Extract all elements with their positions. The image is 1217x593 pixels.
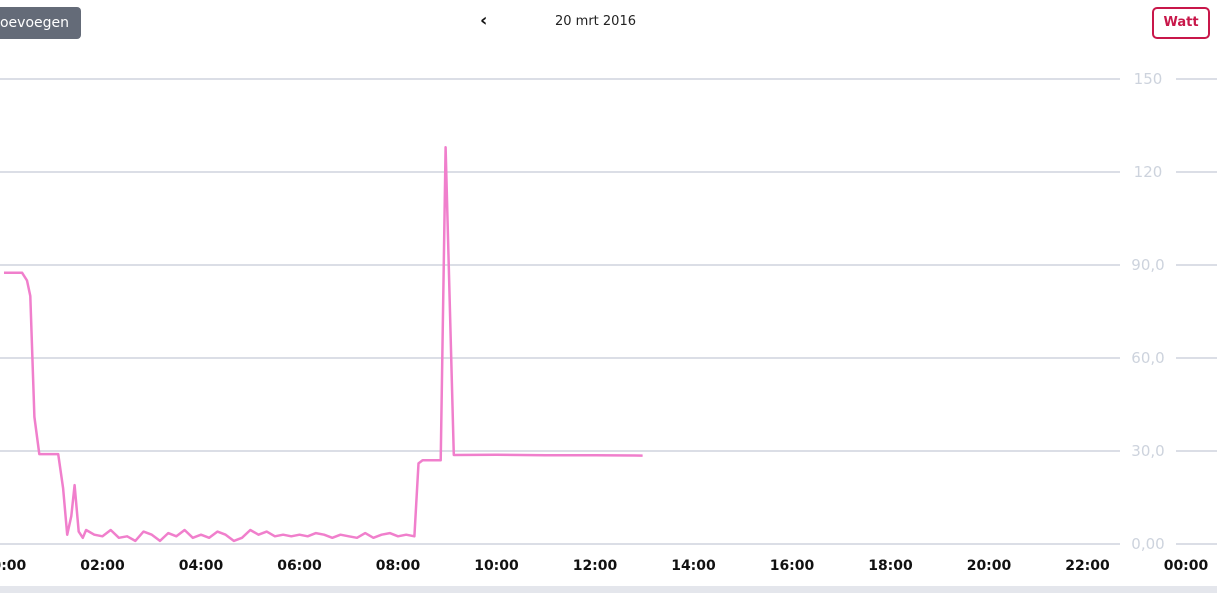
unit-toggle-button[interactable]: Watt [1152, 7, 1210, 39]
ytick-label-bg [1120, 162, 1176, 182]
ytick-label-bg [1120, 534, 1176, 554]
ytick-label: 30,0 [1131, 442, 1164, 460]
xtick-label: 08:00 [376, 558, 421, 574]
ytick-label: 0,00 [1131, 535, 1164, 553]
xtick-label: 00:00 [0, 558, 27, 574]
xtick-label: 18:00 [868, 558, 913, 574]
xtick-label: 12:00 [573, 558, 618, 574]
ytick-label-bg [1120, 255, 1176, 275]
xtick-label: 10:00 [474, 558, 519, 574]
ytick-label: 90,0 [1131, 256, 1164, 274]
xtick-label: 16:00 [770, 558, 815, 574]
ytick-label-bg [1120, 69, 1176, 89]
horizontal-scrollbar[interactable] [0, 586, 1217, 593]
chevron-left-icon[interactable]: ‹ [480, 10, 488, 31]
xtick-label: 02:00 [80, 558, 125, 574]
ytick-label-bg [1120, 348, 1176, 368]
ytick-label: 60,0 [1131, 349, 1164, 367]
xtick-label: 20:00 [967, 558, 1012, 574]
ytick-label: 120 [1134, 163, 1163, 181]
xtick-label: 00:00 [1164, 558, 1209, 574]
xtick-label: 22:00 [1065, 558, 1110, 574]
xtick-label: 04:00 [179, 558, 224, 574]
ytick-label-bg [1120, 441, 1176, 461]
xtick-label: 06:00 [277, 558, 322, 574]
current-date: 20 mrt 2016 [555, 14, 636, 29]
power-series-line [4, 145, 643, 543]
xtick-label: 14:00 [671, 558, 716, 574]
ytick-label: 150 [1134, 70, 1163, 88]
add-button[interactable]: toevoegen [0, 7, 81, 39]
